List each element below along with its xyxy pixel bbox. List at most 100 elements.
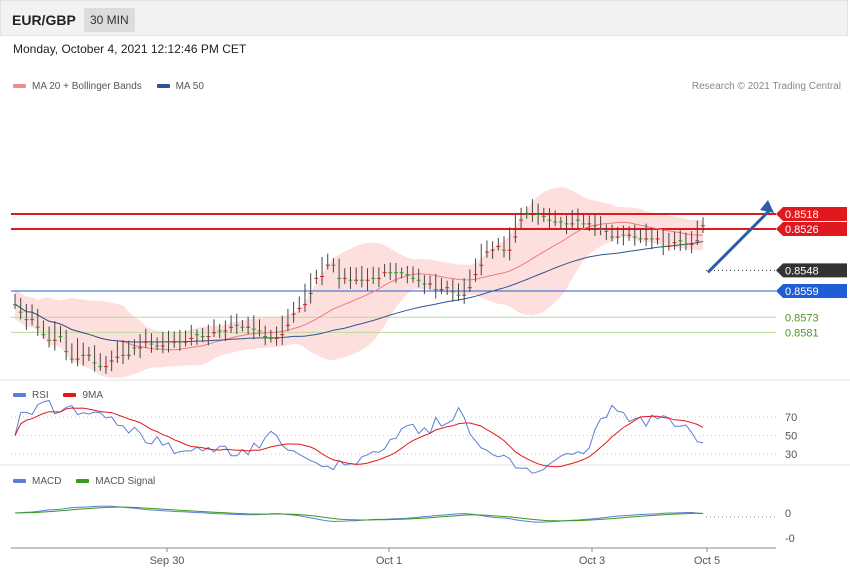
candle-body	[604, 230, 609, 232]
candle-body	[138, 347, 143, 349]
macd-tick-label: -0	[785, 533, 795, 545]
candle-body	[52, 339, 57, 341]
candle-body	[553, 221, 558, 223]
main-legend: MA 20 + Bollinger Bands MA 50	[13, 81, 216, 92]
price-tag-label: 0.8526	[785, 224, 819, 236]
candle-body	[490, 249, 495, 251]
candles	[13, 199, 705, 374]
candle-body	[587, 223, 592, 225]
candle-body	[143, 341, 148, 343]
macd-legend: MACD MACD Signal	[13, 476, 167, 487]
price-tag	[776, 222, 847, 237]
candle-body	[212, 332, 217, 334]
candle-body	[325, 264, 330, 266]
candle-body	[649, 238, 654, 240]
symbol-label: EUR/GBP	[12, 12, 76, 28]
candle-body	[655, 238, 660, 240]
rsi-tick-label: 30	[785, 449, 797, 461]
rsi-line	[14, 399, 704, 474]
x-tick-label: Oct 5	[694, 555, 720, 567]
chart-header: EUR/GBP 30 MIN	[0, 0, 848, 36]
legend-swatch	[63, 393, 77, 398]
candle-body	[524, 214, 529, 215]
candle-body	[115, 356, 120, 358]
credit-text: Research © 2021 Trading Central	[691, 81, 841, 92]
candle-body	[689, 244, 694, 246]
candle-body	[81, 354, 86, 356]
price-tag-label: 0.8581	[785, 327, 819, 339]
candle-body	[501, 249, 506, 251]
candle-body	[695, 240, 700, 242]
candle-body	[405, 274, 410, 276]
candle-body	[530, 214, 535, 215]
candle-body	[320, 275, 325, 277]
candle-body	[433, 289, 438, 291]
candle-body	[297, 307, 302, 309]
candle-body	[24, 319, 29, 321]
candle-body	[348, 279, 353, 281]
price-tag	[776, 207, 847, 221]
candle-body	[536, 214, 541, 215]
candle-body	[615, 236, 620, 238]
candle-body	[92, 362, 97, 364]
candle-body	[251, 328, 256, 330]
candle-body	[302, 304, 307, 306]
candle-body	[581, 223, 586, 225]
candle-body	[35, 326, 40, 328]
candle-body	[496, 245, 501, 247]
candle-body	[189, 337, 194, 339]
candle-body	[479, 264, 484, 266]
candle-body	[268, 337, 273, 339]
candle-body	[342, 277, 347, 279]
candle-body	[234, 324, 239, 326]
legend-ma50: MA 50	[156, 81, 204, 92]
candle-body	[109, 360, 114, 362]
candle-body	[257, 330, 262, 332]
candle-body	[371, 277, 376, 279]
candle-body	[638, 238, 643, 240]
candle-body	[206, 336, 211, 338]
candle-body	[598, 229, 603, 231]
candle-body	[445, 287, 450, 289]
legend-swatch	[76, 479, 90, 484]
candle-body	[149, 343, 154, 345]
timeframe-button[interactable]: 30 MIN	[84, 8, 135, 32]
legend-label: MACD Signal	[95, 476, 156, 487]
candle-body	[121, 354, 126, 356]
legend-label: MA 20 + Bollinger Bands	[32, 81, 142, 92]
candle-body	[416, 279, 421, 281]
timestamp: Monday, October 4, 2021 12:12:46 PM CET	[13, 42, 247, 56]
candle-body	[592, 225, 597, 227]
candle-body	[274, 337, 279, 339]
legend-macd-signal: MACD Signal	[76, 476, 155, 487]
x-tick-label: Oct 1	[376, 555, 402, 567]
rsi-tick-label: 70	[785, 412, 797, 424]
candle-body	[547, 219, 552, 221]
candle-body	[621, 234, 626, 236]
x-tick-label: Sep 30	[150, 555, 185, 567]
candle-body	[365, 279, 370, 281]
candle-body	[217, 330, 222, 332]
rsi-legend: RSI 9MA	[13, 390, 115, 401]
candle-body	[166, 341, 171, 343]
forecast-arrowhead	[760, 200, 774, 213]
candle-body	[411, 277, 416, 279]
candle-body	[519, 219, 524, 221]
candle-body	[314, 277, 319, 279]
candle-body	[462, 294, 467, 296]
candle-body	[183, 341, 188, 343]
candle-body	[172, 341, 177, 343]
candle-body	[450, 291, 455, 292]
candle-body	[359, 279, 364, 281]
legend-label: 9MA	[82, 390, 104, 401]
candle-body	[160, 345, 165, 347]
candle-body	[64, 351, 69, 353]
rsi-ma-line	[14, 407, 704, 468]
candle-body	[86, 354, 91, 356]
price-tag	[776, 284, 847, 298]
candle-body	[331, 264, 336, 266]
legend-swatch	[13, 393, 26, 398]
candle-body	[177, 341, 182, 343]
candle-body	[467, 287, 472, 289]
